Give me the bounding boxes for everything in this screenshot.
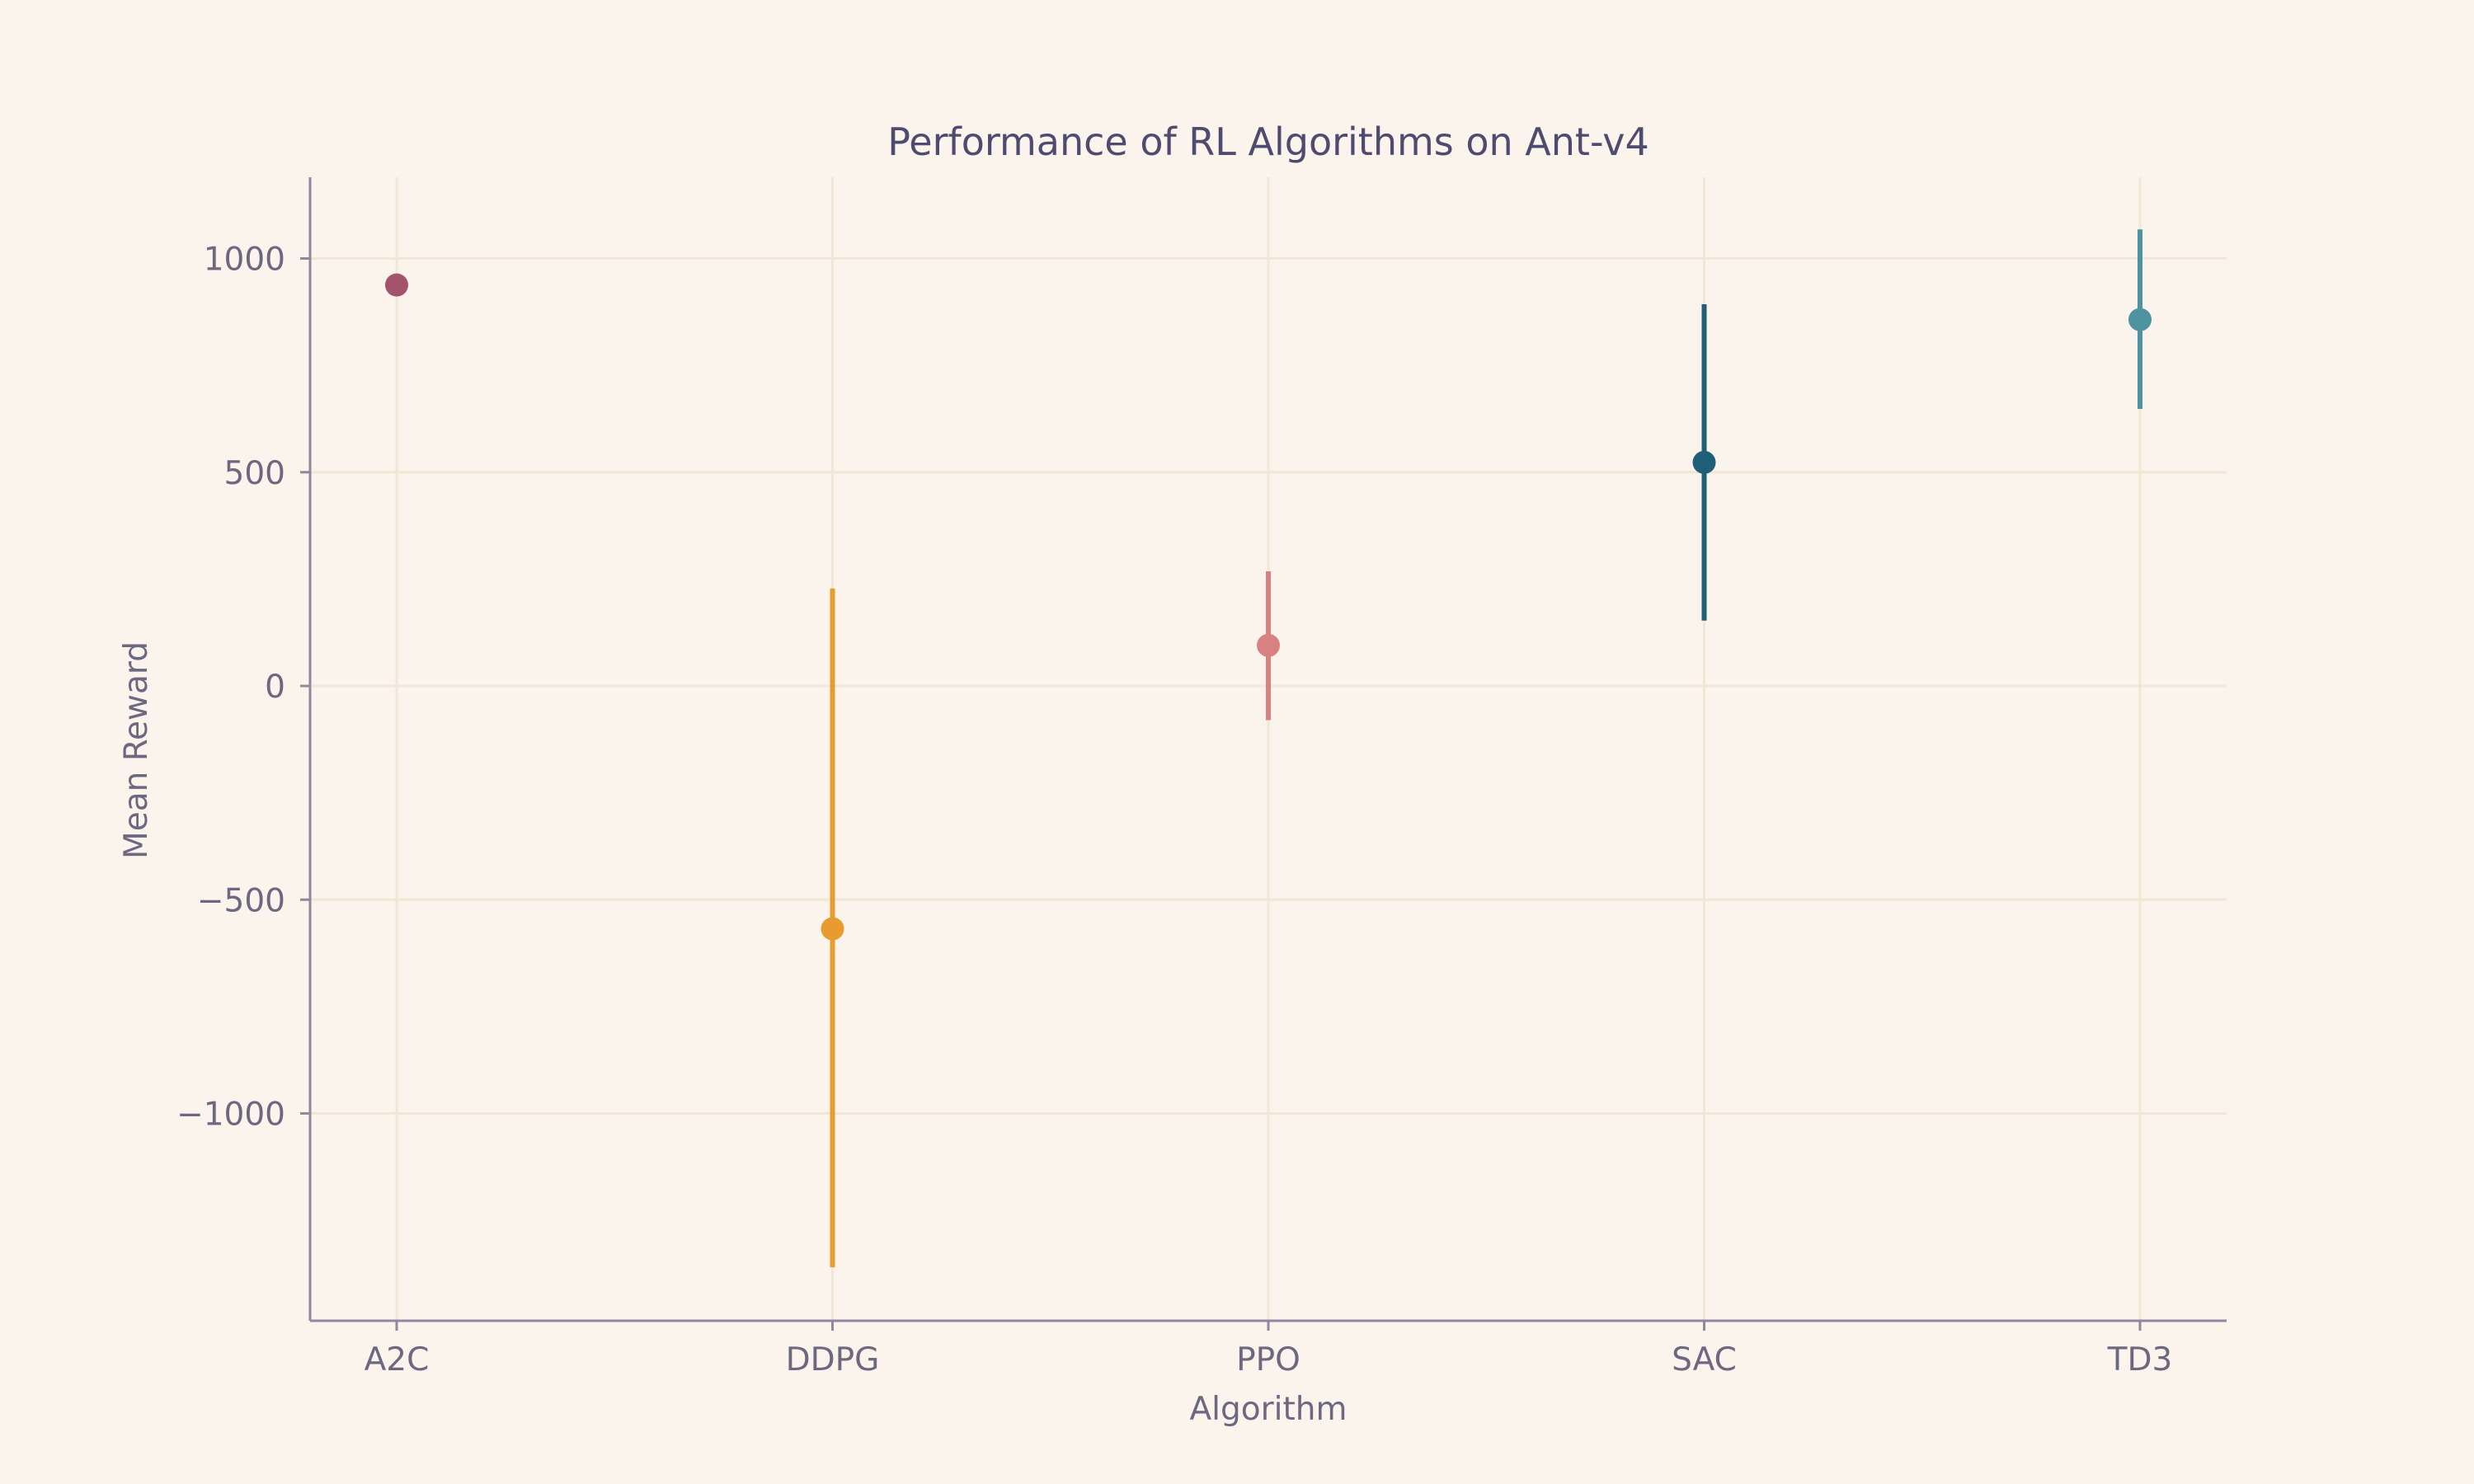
y-axis-ticks: 1000 500 0 −500 −1000 [176, 242, 310, 1134]
y-tick-label: −1000 [176, 1097, 285, 1134]
x-tick-label: SAC [1672, 1341, 1737, 1378]
y-axis-label: Mean Reward [118, 641, 155, 859]
y-tick-label: 500 [224, 455, 285, 492]
mean-point-td3 [2128, 308, 2152, 331]
x-tick-label: DDPG [786, 1341, 880, 1378]
mean-point-a2c [385, 273, 408, 297]
mean-point-sac [1692, 450, 1716, 474]
x-tick-label: A2C [365, 1341, 430, 1378]
chart-title: Performance of RL Algorithms on Ant-v4 [887, 120, 1649, 164]
x-tick-label: TD3 [2107, 1341, 2173, 1378]
mean-point-ddpg [821, 917, 844, 941]
x-axis-ticks: A2C DDPG PPO SAC TD3 [365, 1321, 2173, 1378]
y-tick-label: 1000 [204, 242, 285, 279]
x-tick-label: PPO [1236, 1341, 1300, 1378]
data-marks [385, 229, 2152, 1268]
y-tick-label: 0 [265, 669, 285, 706]
mean-point-ppo [1257, 633, 1280, 657]
x-axis-label: Algorithm [1189, 1391, 1347, 1428]
y-tick-label: −500 [197, 882, 285, 919]
grid [310, 177, 2227, 1321]
